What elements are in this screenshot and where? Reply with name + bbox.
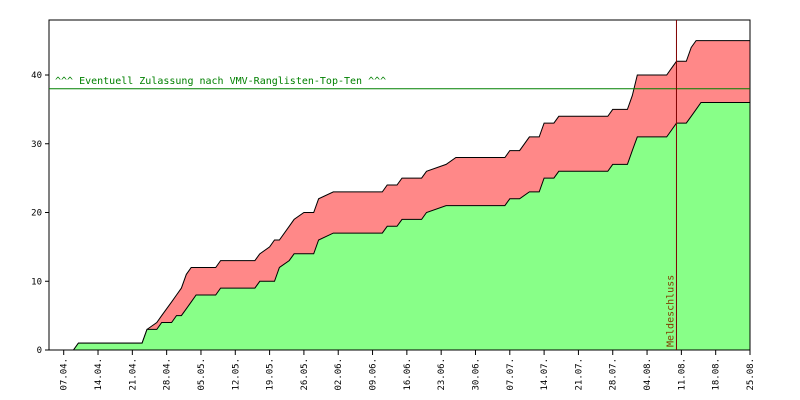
y-tick-label: 10 <box>31 277 42 287</box>
x-tick-label: 21.04. <box>128 358 138 391</box>
x-tick-label: 16.06. <box>403 358 413 391</box>
y-tick-label: 40 <box>31 71 42 81</box>
x-tick-label: 07.07. <box>506 358 516 391</box>
x-tick-label: 19.05. <box>266 358 276 391</box>
plot-frame <box>48 19 751 351</box>
x-tick-label: 21.07. <box>574 358 584 391</box>
x-tick-label: 18.08. <box>712 358 722 391</box>
x-tick-label: 04.08. <box>643 358 653 391</box>
x-tick-label: 07.04. <box>60 358 70 391</box>
upper-area-outline <box>72 40 750 351</box>
y-tick-label: 30 <box>31 140 42 150</box>
x-tick-label: 09.06. <box>369 358 379 391</box>
x-tick-label: 28.04. <box>163 358 173 391</box>
lower-area-layer <box>72 102 750 351</box>
deadline-label: Meldeschluss <box>665 275 676 347</box>
x-tick-label: 14.07. <box>540 358 550 391</box>
lower-area-outline <box>72 102 750 351</box>
x-tick-label: 28.07. <box>609 358 619 391</box>
x-tick-label: 14.04. <box>94 358 104 391</box>
x-tick-label: 26.05. <box>300 358 310 391</box>
x-tick-label: 05.05. <box>197 358 207 391</box>
x-tick-label: 25.08. <box>746 358 756 391</box>
axes: 0 10 20 30 40 07.04. 14.04. 21.04. 28.04. 05.05. 1… <box>31 19 756 391</box>
reference-line-label: ^^^ Eventuell Zulassung nach VMV-Ranglis… <box>55 76 386 87</box>
x-tick-label: 02.06. <box>334 358 344 391</box>
x-tick-label: 11.08. <box>677 358 687 391</box>
y-tick-label: 0 <box>37 346 42 356</box>
x-tick-label: 12.05. <box>231 358 241 391</box>
y-tick-label: 20 <box>31 209 42 219</box>
annotations: ^^^ Eventuell Zulassung nach VMV-Ranglis… <box>49 20 750 350</box>
x-tick-label: 23.06. <box>437 358 447 391</box>
x-tick-label: 30.06. <box>471 358 481 391</box>
